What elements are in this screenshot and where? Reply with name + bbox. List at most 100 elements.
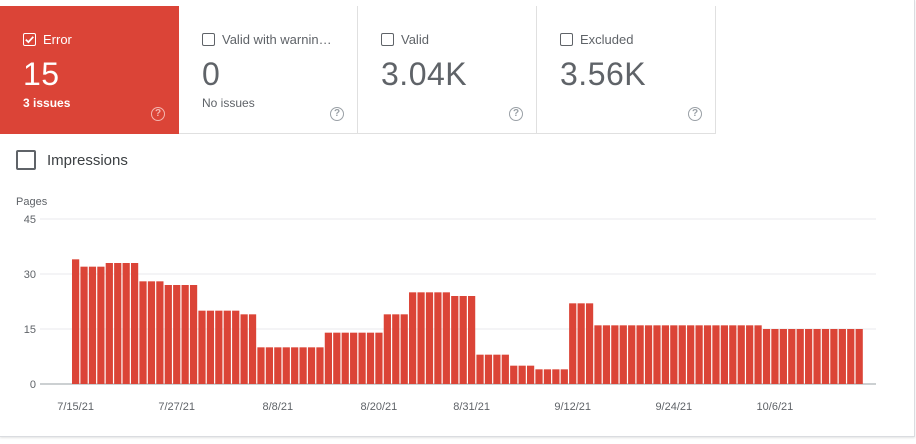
checkbox-checked-icon[interactable] <box>23 33 36 46</box>
tile-valid-label: Valid <box>401 32 429 47</box>
bar <box>813 329 821 384</box>
tile-excluded-value: 3.56K <box>560 56 647 92</box>
y-tick-label: 30 <box>24 269 36 281</box>
bar <box>493 354 501 384</box>
tile-valid-header: Valid <box>381 32 429 47</box>
bar <box>274 347 282 384</box>
bar <box>366 332 375 384</box>
bar <box>417 292 425 384</box>
bar <box>80 266 88 384</box>
tile-warnings-sub: No issues <box>202 96 255 110</box>
help-icon[interactable]: ? <box>509 107 523 121</box>
x-tick-label: 9/24/21 <box>655 401 692 413</box>
y-tick-label: 15 <box>24 324 36 336</box>
bar <box>779 329 787 384</box>
bar <box>830 329 838 384</box>
bar <box>712 325 720 384</box>
bar <box>434 292 442 384</box>
tile-valid[interactable]: Valid 3.04K ? <box>358 6 537 134</box>
bar <box>147 281 156 384</box>
bar <box>687 325 695 384</box>
impressions-checkbox[interactable] <box>16 150 36 170</box>
bar <box>392 314 400 384</box>
bar <box>855 329 863 384</box>
tile-error-value: 15 <box>23 56 60 92</box>
bar <box>754 325 762 384</box>
bar <box>164 285 172 384</box>
help-icon[interactable]: ? <box>688 107 702 121</box>
pages-bar-chart: Pages 0 15 30 45 7/15/21 7/27/21 8/8/21 8/20/21 8… <box>16 196 876 413</box>
x-tick-label: 8/31/21 <box>453 401 490 413</box>
bar <box>88 266 97 384</box>
bar <box>703 325 712 384</box>
bar <box>720 325 728 384</box>
bar <box>451 296 459 384</box>
bar <box>139 281 147 384</box>
bar <box>661 325 670 384</box>
bar <box>173 285 181 384</box>
bar <box>577 303 585 384</box>
bar <box>97 266 105 384</box>
checkbox-unchecked-icon[interactable] <box>560 33 573 46</box>
checkbox-unchecked-icon[interactable] <box>381 33 394 46</box>
bar <box>476 354 484 384</box>
bar <box>821 329 830 384</box>
bar <box>552 369 560 384</box>
bar <box>425 292 434 384</box>
bar <box>248 314 257 384</box>
bar <box>198 310 206 384</box>
bar <box>510 365 518 384</box>
bar <box>501 354 509 384</box>
x-tick-label: 7/27/21 <box>158 401 195 413</box>
bar <box>72 259 80 384</box>
bar <box>796 329 804 384</box>
bar <box>695 325 703 384</box>
x-tick-label: 10/6/21 <box>757 401 794 413</box>
bar <box>678 325 686 384</box>
bar <box>350 332 358 384</box>
bar <box>215 310 223 384</box>
bar <box>324 332 332 384</box>
bar <box>771 329 779 384</box>
bar <box>838 329 846 384</box>
bar <box>291 347 299 384</box>
bar <box>594 325 602 384</box>
x-tick-label: 9/12/21 <box>554 401 591 413</box>
bar <box>333 332 341 384</box>
bar <box>189 285 198 384</box>
bar <box>341 332 349 384</box>
bar <box>316 347 324 384</box>
tile-warnings-header: Valid with warnin… <box>202 32 332 47</box>
help-icon[interactable]: ? <box>151 107 165 121</box>
tile-error[interactable]: Error 15 3 issues ? <box>0 6 179 134</box>
x-tick-label: 8/8/21 <box>263 401 294 413</box>
tile-error-sub: 3 issues <box>23 96 71 110</box>
bar <box>611 325 619 384</box>
bar <box>585 303 594 384</box>
checkbox-unchecked-icon[interactable] <box>202 33 215 46</box>
bar <box>181 285 189 384</box>
bar <box>307 347 316 384</box>
bar <box>518 365 526 384</box>
impressions-toggle[interactable]: Impressions <box>16 150 128 170</box>
tile-excluded-header: Excluded <box>560 32 633 47</box>
tile-warnings-label: Valid with warnin… <box>222 32 332 47</box>
bar <box>400 314 408 384</box>
bar <box>746 325 754 384</box>
bar <box>156 281 164 384</box>
y-tick-label: 45 <box>24 214 36 226</box>
bar <box>653 325 661 384</box>
bar <box>526 365 535 384</box>
bar <box>847 329 855 384</box>
bar <box>240 314 248 384</box>
tile-valid-with-warnings[interactable]: Valid with warnin… 0 No issues ? <box>179 6 358 134</box>
bar <box>602 325 611 384</box>
bar <box>105 263 113 384</box>
status-tiles: Error 15 3 issues ? Valid with warnin… 0… <box>0 6 716 134</box>
help-icon[interactable]: ? <box>330 107 344 121</box>
y-tick-label: 0 <box>30 379 36 391</box>
bar <box>130 263 139 384</box>
impressions-label: Impressions <box>47 151 128 169</box>
tile-excluded[interactable]: Excluded 3.56K ? <box>537 6 716 134</box>
